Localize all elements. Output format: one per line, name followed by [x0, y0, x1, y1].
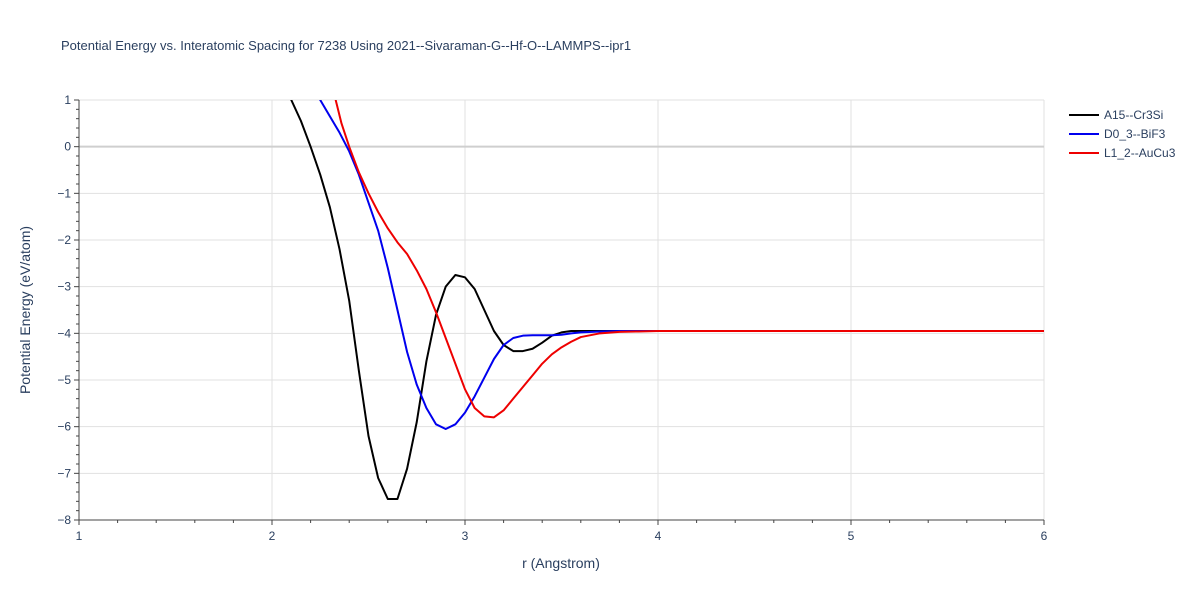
- y-tick-label: −2: [57, 233, 71, 247]
- legend-label: A15--Cr3Si: [1104, 108, 1163, 122]
- x-tick-label: 4: [655, 529, 662, 543]
- legend-item-d0-3-bif3[interactable]: D0_3--BiF3: [1069, 127, 1166, 141]
- legend-item-a15-cr3si[interactable]: A15--Cr3Si: [1069, 108, 1163, 122]
- x-axis-label: r (Angstrom): [522, 555, 600, 571]
- grid-lines: [79, 99, 1045, 520]
- legend-label: D0_3--BiF3: [1104, 127, 1166, 141]
- axes: [74, 99, 1045, 525]
- y-tick-label: 0: [64, 140, 71, 154]
- y-tick-label: −3: [57, 280, 71, 294]
- legend[interactable]: A15--Cr3Si D0_3--BiF3 L1_2--AuCu3: [1069, 108, 1176, 160]
- y-tick-label: −1: [57, 186, 71, 200]
- x-tick-label: 3: [462, 529, 469, 543]
- tick-labels: 1 2 3 4 5 6 −8 −7 −6 −5 −4 −3 −2 −1 0 1: [57, 93, 1047, 543]
- x-tick-label: 5: [848, 529, 855, 543]
- x-tick-label: 2: [269, 529, 276, 543]
- legend-item-l1-2-aucu3[interactable]: L1_2--AuCu3: [1069, 146, 1176, 160]
- y-tick-label: −8: [57, 513, 71, 527]
- y-tick-label: −7: [57, 466, 71, 480]
- x-tick-label: 1: [76, 529, 83, 543]
- chart-title: Potential Energy vs. Interatomic Spacing…: [61, 38, 631, 53]
- series-line-a15-cr3si[interactable]: [290, 100, 1044, 500]
- legend-label: L1_2--AuCu3: [1104, 146, 1176, 160]
- y-tick-label: 1: [64, 93, 71, 107]
- y-tick-label: −4: [57, 326, 71, 340]
- x-tick-label: 6: [1041, 529, 1048, 543]
- y-tick-label: −6: [57, 420, 71, 434]
- y-axis-label: Potential Energy (eV/atom): [17, 226, 33, 394]
- plot-area: [290, 100, 1044, 500]
- series-line-l1-2-aucu3[interactable]: [334, 100, 1044, 419]
- y-tick-label: −5: [57, 373, 71, 387]
